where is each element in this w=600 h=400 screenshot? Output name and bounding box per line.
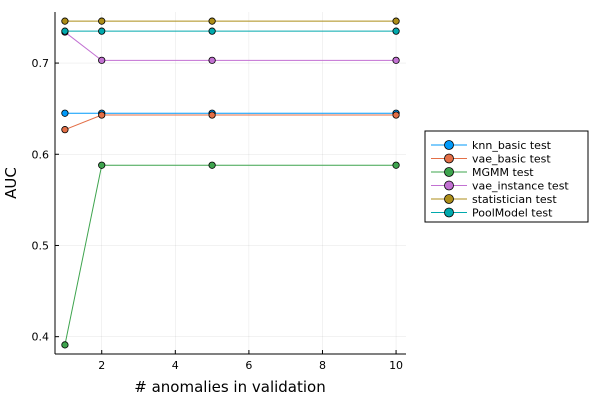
data-point [61,109,69,117]
data-point [61,126,69,134]
x-tick-label: 4 [172,359,179,372]
data-point [98,17,106,25]
legend-item: knn_basic test [431,139,552,152]
y-tick-label: 0.6 [32,148,50,161]
series-3 [61,161,400,349]
x-tick-label: 10 [389,359,403,372]
series [61,17,400,349]
data-point [208,161,216,169]
legend-label: vae_instance test [472,180,569,193]
data-point [392,56,400,64]
legend-swatch-marker [444,153,454,164]
data-point [61,341,69,349]
series-line [64,114,397,131]
data-point [98,111,106,119]
y-tick-label: 0.4 [32,331,50,344]
legend-label: MGMM test [472,166,534,179]
legend-label: statistician test [472,193,557,206]
y-tick-label: 0.5 [32,239,50,252]
data-point [61,27,69,35]
legend-label: PoolModel test [472,207,553,220]
data-point [208,27,216,35]
grid [55,12,406,354]
legend-swatch-marker [444,180,454,191]
data-point [392,111,400,119]
series-4 [61,28,400,64]
data-point [61,17,69,25]
legend-label: knn_basic test [472,139,552,152]
data-point [98,161,106,169]
legend-item: PoolModel test [431,207,553,220]
x-tick-label: 8 [319,359,326,372]
legend-item: vae_instance test [431,180,569,193]
data-point [208,56,216,64]
y-tick-label: 0.7 [32,57,50,70]
series-line [64,164,397,345]
legend-label: vae_basic test [472,153,551,166]
data-point [392,161,400,169]
data-point [98,56,106,64]
legend-item: vae_basic test [431,153,551,166]
legend-item: MGMM test [431,166,534,179]
legend-item: statistician test [431,193,557,206]
x-tick-label: 2 [98,359,105,372]
y-axis-title: AUC [2,167,20,199]
series-2 [61,111,400,134]
data-point [208,111,216,119]
x-tick-label: 6 [245,359,252,372]
series-5 [61,17,400,25]
legend-swatch-marker [444,140,454,150]
data-point [208,17,216,25]
legend-swatch-marker [444,167,454,177]
series-6 [61,27,400,35]
legend-swatch-marker [444,194,454,204]
data-point [392,27,400,35]
axes [54,12,406,355]
x-axis-title: # anomalies in validation [134,378,325,396]
series-line [64,31,397,61]
ticks: 2 4 6 8 10 0.4 0.5 0.6 0.7 [32,57,404,372]
data-point [98,27,106,35]
data-point [392,17,400,25]
legend-swatch-marker [444,207,454,218]
